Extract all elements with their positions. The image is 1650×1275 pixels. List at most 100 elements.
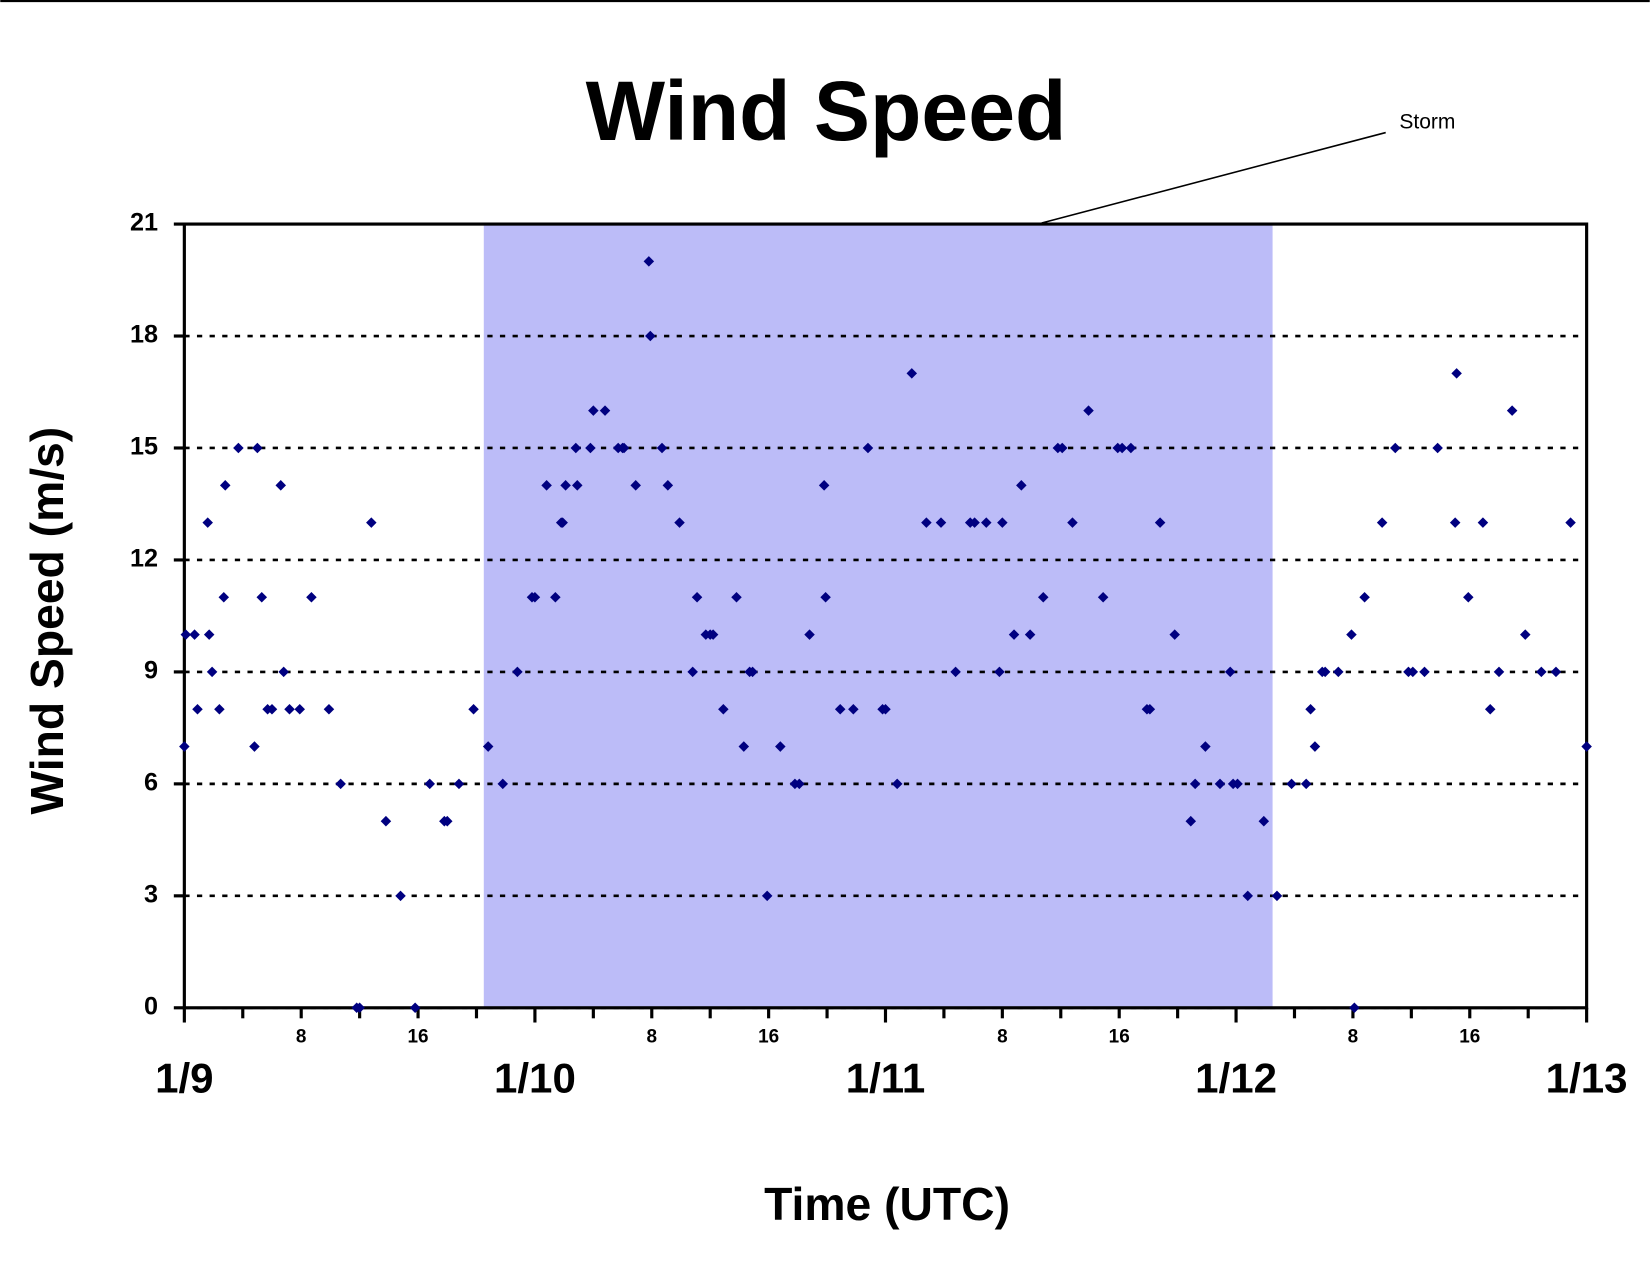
data-point bbox=[1390, 442, 1401, 454]
data-point bbox=[1305, 703, 1316, 715]
data-point bbox=[1185, 815, 1197, 827]
data-point bbox=[424, 778, 436, 790]
data-point bbox=[747, 666, 758, 678]
data-point bbox=[1056, 442, 1068, 454]
y-tick-label: 6 bbox=[144, 769, 158, 797]
data-point bbox=[1451, 368, 1462, 379]
data-point bbox=[687, 666, 698, 678]
y-tick-label: 15 bbox=[130, 433, 158, 461]
x-hour-label: 16 bbox=[1109, 1026, 1130, 1047]
data-point bbox=[1477, 517, 1489, 528]
data-point bbox=[442, 815, 453, 827]
data-point bbox=[218, 592, 230, 603]
y-tick-label: 21 bbox=[130, 209, 158, 237]
x-hour-label: 8 bbox=[1348, 1026, 1359, 1047]
data-point bbox=[278, 666, 289, 678]
data-point bbox=[192, 703, 203, 715]
data-point bbox=[1419, 666, 1430, 678]
data-point bbox=[1189, 778, 1201, 790]
x-axis-title: Time (UTC) bbox=[764, 1178, 1010, 1230]
data-point bbox=[189, 629, 200, 640]
data-point bbox=[1359, 592, 1370, 603]
data-point bbox=[529, 592, 541, 603]
data-point bbox=[1349, 1002, 1360, 1014]
data-point bbox=[618, 442, 630, 454]
data-point bbox=[1520, 629, 1531, 640]
data-point bbox=[1506, 405, 1518, 416]
data-point bbox=[256, 592, 268, 603]
annotation-leader bbox=[1041, 131, 1386, 224]
x-hour-label: 8 bbox=[296, 1026, 307, 1047]
data-point bbox=[1333, 666, 1344, 678]
data-point bbox=[275, 480, 287, 491]
data-point bbox=[1493, 666, 1505, 678]
x-hour-label: 16 bbox=[1459, 1026, 1480, 1047]
y-axis-title: Wind Speed (m/s) bbox=[21, 427, 73, 815]
data-point bbox=[1581, 741, 1592, 752]
chart-title: Wind Speed bbox=[586, 64, 1067, 158]
data-point bbox=[306, 592, 317, 603]
data-point bbox=[1258, 815, 1270, 827]
x-hour-label: 16 bbox=[758, 1026, 779, 1047]
data-point bbox=[1536, 666, 1547, 678]
data-point bbox=[1271, 890, 1283, 902]
x-date-label: 1/10 bbox=[494, 1055, 576, 1102]
data-point bbox=[1346, 629, 1357, 640]
x-date-label: 1/12 bbox=[1195, 1055, 1277, 1102]
data-point bbox=[335, 778, 346, 790]
y-tick-label: 3 bbox=[144, 881, 158, 909]
annotation-label: Storm bbox=[1399, 111, 1455, 134]
data-point bbox=[585, 442, 596, 454]
plot-frame bbox=[182, 222, 1589, 1010]
data-point bbox=[950, 666, 961, 678]
x-hour-label: 16 bbox=[408, 1026, 429, 1047]
data-point bbox=[880, 703, 891, 715]
y-tick-label: 0 bbox=[144, 992, 158, 1020]
data-point bbox=[994, 666, 1005, 678]
data-point bbox=[1484, 703, 1496, 715]
data-point bbox=[775, 741, 786, 752]
data-point bbox=[468, 703, 479, 715]
x-date-label: 1/9 bbox=[155, 1055, 213, 1102]
data-point bbox=[1376, 517, 1388, 528]
data-point bbox=[453, 778, 465, 790]
x-hour-label: 8 bbox=[997, 1026, 1008, 1047]
data-point bbox=[731, 592, 742, 603]
data-point bbox=[354, 1002, 365, 1014]
y-tick-label: 18 bbox=[130, 321, 158, 349]
data-point bbox=[233, 442, 244, 454]
data-point bbox=[180, 629, 192, 640]
data-point bbox=[214, 703, 225, 715]
storm-region bbox=[483, 224, 1273, 1008]
data-point bbox=[203, 629, 215, 640]
x-hour-label: 8 bbox=[647, 1026, 658, 1047]
data-point bbox=[1300, 778, 1312, 790]
data-point bbox=[862, 442, 874, 454]
data-point bbox=[848, 703, 859, 715]
data-point bbox=[691, 592, 703, 603]
data-point bbox=[656, 442, 668, 454]
data-point bbox=[252, 442, 263, 454]
data-point bbox=[206, 666, 218, 678]
data-point bbox=[738, 741, 750, 752]
y-tick-label: 9 bbox=[144, 657, 158, 685]
data-point bbox=[1232, 778, 1243, 790]
data-point bbox=[1449, 517, 1461, 528]
data-point bbox=[1116, 442, 1128, 454]
data-point bbox=[294, 703, 306, 715]
data-point bbox=[1463, 592, 1474, 603]
data-point bbox=[395, 890, 406, 902]
data-point bbox=[645, 330, 656, 342]
data-point bbox=[366, 517, 377, 528]
data-point bbox=[284, 703, 295, 715]
x-date-label: 1/11 bbox=[846, 1055, 926, 1102]
data-point bbox=[323, 703, 335, 715]
data-point bbox=[202, 517, 213, 528]
data-point bbox=[1214, 778, 1226, 790]
x-date-label: 1/13 bbox=[1546, 1055, 1628, 1102]
data-point bbox=[570, 442, 582, 454]
data-point bbox=[820, 592, 831, 603]
data-point bbox=[1144, 703, 1156, 715]
data-point bbox=[1286, 778, 1297, 790]
